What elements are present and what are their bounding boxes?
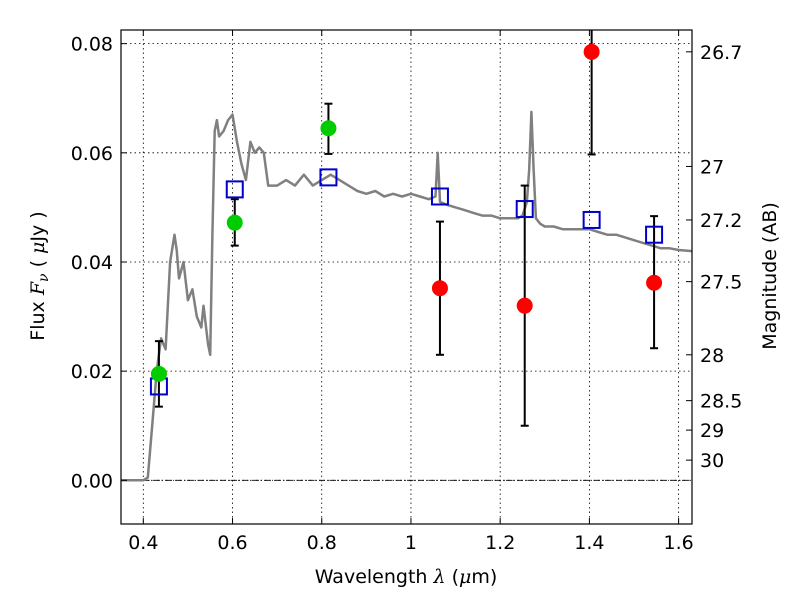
model-photometry-marker-4	[515, 200, 534, 219]
x-tick-label-3: 1	[405, 532, 417, 554]
x-axis-title-unit-symbol: μ	[459, 566, 471, 588]
y2-tick-label-1: 27	[700, 156, 724, 178]
upper-limit-marker-0	[431, 280, 448, 297]
y-axis-title: Flux Fν ( μJy )	[27, 211, 52, 340]
y2-tick-label-7: 30	[700, 450, 724, 472]
tick-layer: 0.4 0.6 0.8 1 1.2 1.4 1.6 0.00 0.02 0.04 0.06 0.08 2…	[71, 30, 742, 554]
y-axis-title-subscript: ν	[36, 273, 52, 282]
x-tick-label-1: 0.6	[217, 532, 247, 554]
y2-tick-label-5: 28.5	[700, 391, 742, 413]
upper-limit-marker-1	[516, 297, 533, 314]
model-photometry-marker-5	[582, 210, 601, 229]
x-tick-label-2: 0.8	[307, 532, 337, 554]
y2-tick-label-6: 29	[700, 420, 724, 442]
x-axis-title-unit-rest: m)	[471, 566, 497, 588]
model-spectrum-line	[121, 110, 693, 482]
x-axis-title: Wavelength λ (μm)	[315, 566, 498, 588]
detection-marker-2	[320, 120, 337, 137]
y-tick-label-3: 0.06	[71, 143, 113, 165]
y-axis-title-prefix: Flux	[27, 295, 49, 341]
x-axis-title-open: (	[446, 566, 459, 588]
model-photometry-marker-1	[225, 180, 244, 199]
y-tick-label-1: 0.02	[71, 361, 113, 383]
x-axis-title-prefix: Wavelength	[315, 566, 434, 588]
y-tick-label-4: 0.08	[71, 34, 113, 56]
model-spectrum-layer	[121, 110, 693, 482]
y-axis-title-unit-rest: Jy )	[27, 211, 49, 242]
model-photometry-marker-3	[430, 187, 449, 206]
upper-limit-marker-2	[583, 43, 600, 60]
y-tick-label-0: 0.00	[71, 470, 113, 492]
y-axis-title-unit-symbol: μ	[27, 242, 49, 254]
y2-tick-label-3: 27.5	[700, 272, 742, 294]
x-tick-label-5: 1.4	[574, 532, 604, 554]
y-axis-title-open: (	[27, 254, 49, 274]
detection-marker-1	[226, 214, 243, 231]
x-tick-label-4: 1.2	[485, 532, 515, 554]
marker-layer	[149, 43, 664, 396]
detection-marker-0	[150, 365, 167, 382]
y2-axis-title: Magnitude (AB)	[759, 202, 781, 350]
y2-tick-label-2: 27.2	[700, 210, 742, 232]
x-tick-label-6: 1.6	[664, 532, 694, 554]
y2-tick-label-0: 26.7	[700, 42, 742, 64]
plot-frame	[120, 29, 693, 525]
x-tick-label-0: 0.4	[128, 532, 158, 554]
grid-layer	[121, 30, 692, 524]
upper-limit-marker-3	[646, 274, 663, 291]
y-axis-title-symbol: F	[27, 281, 49, 296]
y2-tick-label-4: 28	[700, 345, 724, 367]
model-photometry-marker-6	[645, 225, 664, 244]
x-axis-title-symbol: λ	[432, 566, 445, 588]
model-photometry-marker-2	[319, 168, 338, 187]
y-tick-label-2: 0.04	[71, 252, 113, 274]
